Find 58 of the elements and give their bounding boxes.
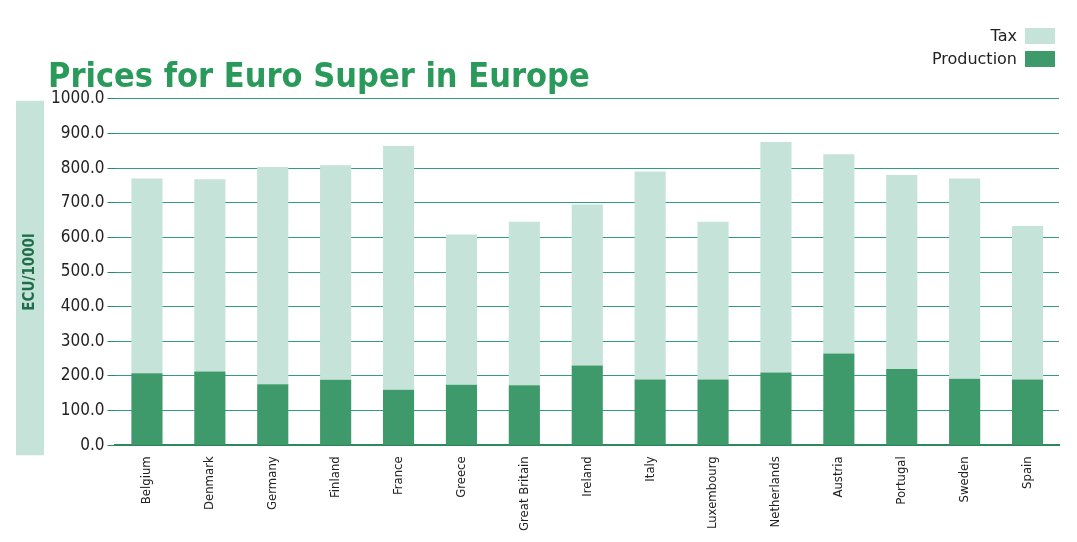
bar [571,204,603,366]
bar [571,365,603,445]
bar [320,165,352,380]
bar [131,373,163,445]
x-tick-label: Sweden [956,456,972,503]
x-tick-label: Ireland [578,456,594,497]
bar [1011,379,1044,445]
bar [823,353,855,445]
bar [508,221,540,386]
bar [886,369,918,445]
x-tick-label: Italy [641,456,657,482]
x-tick-label: France [389,456,405,496]
bar [320,379,352,445]
legend-label: Production [931,49,1017,68]
x-tick-label: Greece [452,456,468,498]
x-tick-label: Luxembourg [704,456,720,530]
y-tick-label: 900.0 [60,121,105,142]
bar [445,234,478,385]
y-tick-label: 300.0 [60,329,105,350]
bar [382,145,415,390]
x-tick-label: Finland [327,456,343,498]
bar [1011,225,1044,380]
y-tick-label: 500.0 [60,260,105,281]
y-tick-label: 0.0 [80,433,105,454]
x-tick-label: Portugal [893,456,909,505]
x-tick-label: Austria [830,456,846,498]
y-tick-label: 400.0 [60,295,105,316]
bar [257,384,289,445]
bar [949,378,981,445]
bar [634,171,666,380]
bar [760,372,792,445]
bar [382,389,415,445]
bar [949,178,981,379]
y-tick-label: 600.0 [60,225,105,246]
bar [886,175,918,370]
bar [131,178,163,374]
x-tick-label: Great Britain [515,456,531,532]
x-tick-label: Denmark [201,456,217,511]
legend-label: Tax [990,26,1017,45]
y-tick-label: 200.0 [60,364,105,385]
bar [823,154,855,354]
bar [697,379,729,445]
bar [697,221,729,380]
y-tick-label: 800.0 [60,156,105,177]
bar [194,179,226,372]
x-tick-label: Belgium [138,456,154,505]
bar [194,371,226,445]
x-tick-label: Netherlands [767,456,783,528]
y-axis-title: ECU/1000l [19,233,38,311]
bar [760,142,792,373]
y-tick-label: 100.0 [60,399,105,420]
bar [634,379,666,445]
bar [508,385,540,445]
bar [257,167,289,385]
y-tick-label: 700.0 [60,191,105,212]
bar [445,384,478,445]
x-tick-label: Spain [1018,456,1034,489]
x-tick-label: Germany [264,456,280,510]
